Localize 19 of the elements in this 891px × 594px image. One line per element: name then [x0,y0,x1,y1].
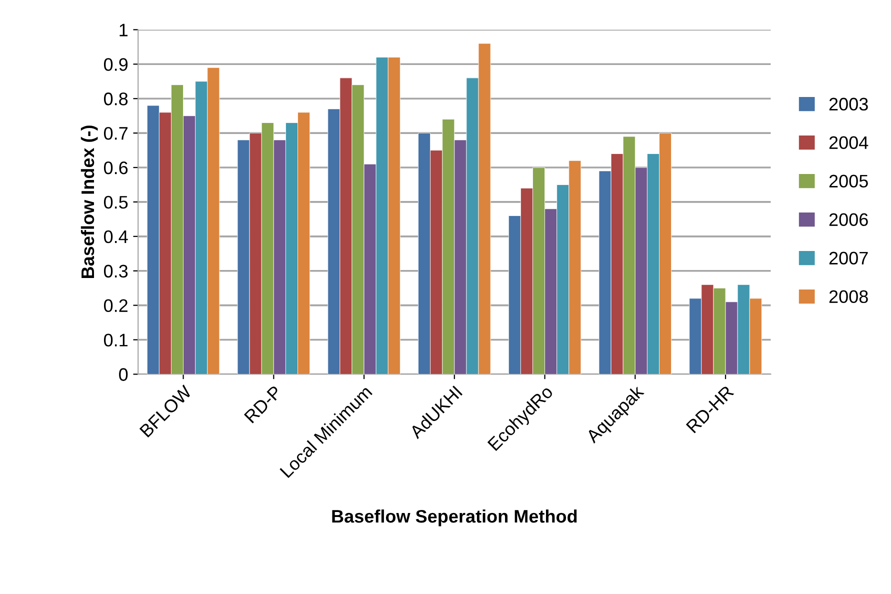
x-axis-title: Baseflow Seperation Method [332,509,577,526]
y-tick-label: 0.1 [104,334,128,346]
legend-label: 2006 [829,213,868,226]
legend-label: 2008 [829,290,868,304]
y-tick-label: 0.4 [104,230,128,244]
legend-label: 2003 [829,98,868,111]
legend-label: 2007 [829,252,868,265]
legend-label: 2005 [829,174,868,188]
y-tick-label: 1 [120,24,128,36]
y-tick-label: 0.2 [104,299,128,312]
y-tick-label: 0.3 [104,264,128,278]
y-tick-label: 0.8 [104,92,128,106]
y-tick-label: 0.5 [104,196,128,209]
legend-label: 2004 [829,136,868,150]
y-tick-label: 0.7 [104,126,128,140]
y-tick-label: 0.9 [104,58,128,71]
y-axis-title: Baseflow Index (-) [80,126,98,278]
y-tick-label: 0.6 [104,161,128,174]
y-tick-label: 0 [119,368,128,381]
